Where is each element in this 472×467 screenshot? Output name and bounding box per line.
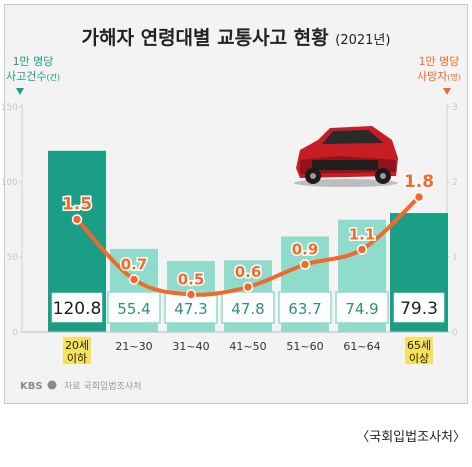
category-label: 21~30 (115, 340, 152, 353)
line-value-label: 0.5 (178, 271, 205, 289)
category-label: 61~64 (343, 340, 380, 353)
crashed-car-icon (294, 126, 398, 187)
right-tick-label: 0 (452, 328, 458, 338)
right-axis-label-line1: 1만 명당 (419, 55, 460, 68)
line-point (413, 191, 425, 203)
bar-value-box (335, 291, 389, 324)
right-axis-label-line2: 사망자(명) (417, 70, 461, 83)
bar-value-box (392, 291, 446, 324)
bar-value-label: 120.8 (53, 299, 102, 319)
category-label: 이상 (409, 352, 429, 365)
source-note: 자료 국회입법조사처 (64, 380, 141, 392)
kbs-logo-icon (47, 380, 57, 390)
line-point (356, 244, 368, 255)
category-highlight (63, 337, 91, 364)
category-label: 65세 (407, 339, 431, 352)
line-value-label: 0.9 (292, 241, 319, 259)
left-tick-label: 50 (7, 253, 19, 263)
line-point (128, 274, 140, 285)
line-value-label: 0.6 (235, 263, 262, 281)
bar-value-label: 47.8 (231, 300, 264, 318)
right-tick-label: 2 (452, 178, 458, 188)
right-axis-arrow-icon (443, 88, 451, 95)
category-label: 이하 (67, 351, 87, 365)
category-label: 41~50 (229, 340, 266, 353)
category-label: 20세 (65, 339, 89, 352)
chart-title: 가해자 연령대별 교통사고 현황 (2021년) (82, 26, 391, 49)
left-axis-label-line1: 1만 명당 (13, 55, 54, 68)
left-axis-arrow-icon (16, 88, 24, 95)
left-tick-label: 100 (1, 178, 18, 188)
bar-value-box (50, 291, 104, 324)
bar-value-box (107, 291, 161, 324)
left-axis-label-line2: 사고건수(건) (6, 70, 60, 83)
left-tick-label: 0 (12, 328, 18, 338)
line-value-label: 1.1 (349, 226, 376, 244)
bar-value-label: 79.3 (400, 299, 438, 319)
line-point (242, 281, 254, 293)
bar-value-box (278, 291, 332, 324)
line-point (71, 214, 83, 225)
category-label: 51~60 (286, 340, 323, 353)
line-value-label: 1.8 (404, 172, 434, 192)
bar-value-label: 74.9 (345, 300, 378, 318)
bar-value-box (221, 291, 275, 324)
category-label: 31~40 (172, 340, 209, 353)
line-point (185, 289, 197, 300)
bar-value-label: 63.7 (288, 300, 321, 318)
right-tick-label: 1 (452, 253, 458, 263)
bar-value-label: 55.4 (117, 300, 150, 318)
bar-value-label: 47.3 (174, 300, 207, 318)
line-value-label: 1.5 (62, 195, 92, 215)
kbs-logo: KBS (20, 381, 43, 392)
category-highlight (405, 337, 433, 364)
right-tick-label: 3 (452, 103, 458, 113)
source-caption: 〈국회입법조사처〉 (356, 430, 466, 445)
line-point (299, 259, 311, 270)
left-tick-label: 150 (1, 103, 18, 113)
line-value-label: 0.7 (121, 256, 148, 274)
